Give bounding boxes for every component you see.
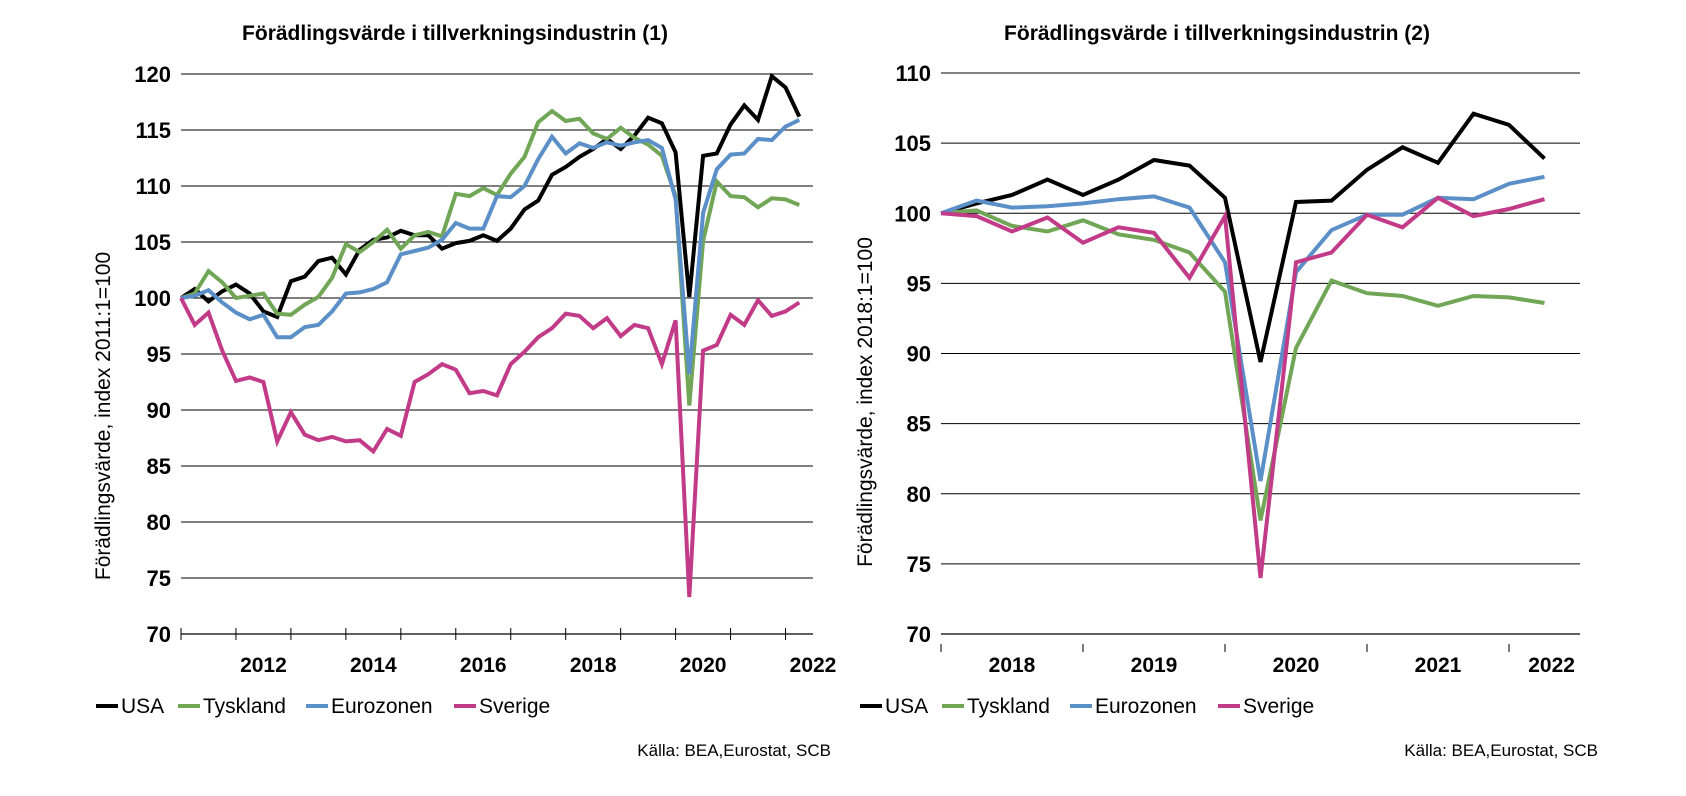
chart-title: Förädlingsvärde i tillverkningsindustrin… [242,22,668,45]
y-axis-label: Förädlingsvärde, index 2011:1=100 [92,252,115,580]
x-tick-label: 2012 [240,654,287,677]
gridlines [181,73,813,635]
x-axis: 2012 2014 2016 2018 2020 2022 [180,628,837,677]
source-note: Källa: BEA,Eurostat, SCB [637,741,831,760]
y-tick-label: 115 [136,118,172,143]
y-tick-label: 70 [907,622,931,647]
y-tick-label: 95 [907,271,931,296]
y-tick-label: 80 [147,510,171,535]
y-tick-label: 75 [907,552,931,577]
y-tick-label: 110 [896,61,932,86]
series-line-sverige [179,296,801,598]
source-note: Källa: BEA,Eurostat, SCB [1404,741,1598,760]
legend: USA Tyskland Eurozonen Sverige [96,695,550,718]
y-ticks: 70 75 80 85 90 95 100 105 110 115 120 [134,62,171,647]
y-tick-label: 105 [134,230,171,255]
legend-label: Sverige [479,695,550,718]
series-line-eurozonen [180,118,801,375]
x-tick-label: 2021 [1415,654,1462,677]
chart-right: Förädlingsvärde i tillverkningsindustrin… [854,22,1598,760]
series-line-sverige [940,195,1546,579]
x-tick-label: 2022 [1528,654,1575,677]
series-lines [179,72,802,598]
series-line-tyskland [180,108,801,406]
legend-label: Eurozonen [1095,695,1197,718]
x-tick-label: 2019 [1131,654,1178,677]
legend: USA Tyskland Eurozonen Sverige [860,695,1314,718]
x-axis: 2018 2019 2020 2021 2022 [940,633,1580,677]
legend-label: USA [121,695,164,718]
y-tick-label: 95 [147,342,171,367]
x-tick-label: 2020 [1273,654,1320,677]
x-tick-label: 2020 [680,654,727,677]
y-tick-label: 90 [907,342,931,367]
y-tick-label: 75 [147,566,171,591]
y-tick-label: 80 [907,482,931,507]
chart-title: Förädlingsvärde i tillverkningsindustrin… [1004,22,1430,45]
x-tick-label: 2018 [989,654,1036,677]
series-line-usa [940,111,1546,363]
y-axis-label: Förädlingsvärde, index 2018:1=100 [854,237,877,567]
y-tick-label: 100 [134,286,171,311]
legend-label: Tyskland [203,695,286,718]
x-tick-label: 2016 [460,654,507,677]
y-tick-label: 105 [894,131,931,156]
legend-label: Eurozonen [331,695,433,718]
series-line-eurozonen [940,174,1545,482]
y-tick-label: 90 [147,398,171,423]
y-tick-label: 85 [907,412,931,437]
x-tick-label: 2022 [790,654,837,677]
y-tick-label: 70 [147,622,171,647]
legend-label: USA [885,695,928,718]
y-tick-label: 100 [894,201,931,226]
y-tick-label: 110 [136,174,172,199]
y-ticks: 70 75 80 85 90 95 100 105 110 [894,61,931,647]
legend-label: Tyskland [967,695,1050,718]
y-tick-label: 120 [134,62,171,87]
x-tick-label: 2014 [350,654,397,677]
legend-label: Sverige [1243,695,1314,718]
y-tick-label: 85 [147,454,171,479]
x-tick-label: 2018 [570,654,617,677]
chart-left: Förädlingsvärde i tillverkningsindustrin… [92,22,836,760]
series-lines [940,111,1546,579]
series-line-usa [179,72,802,320]
